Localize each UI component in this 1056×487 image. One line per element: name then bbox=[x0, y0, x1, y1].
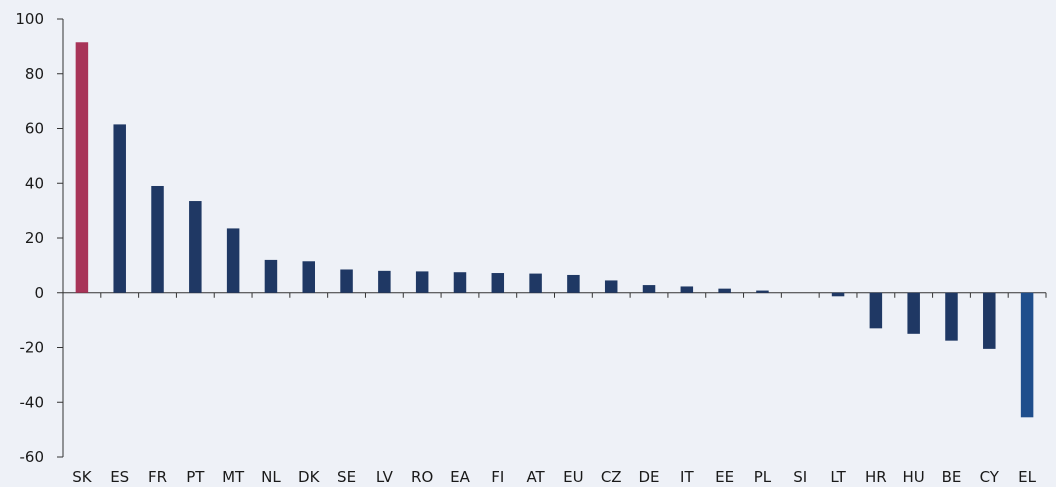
bar-ea bbox=[453, 272, 467, 293]
bar-hr bbox=[869, 292, 883, 329]
bar-nl bbox=[264, 259, 278, 293]
x-tick-label-cy: CY bbox=[980, 468, 1000, 486]
x-tick-label-el: EL bbox=[1018, 468, 1036, 486]
x-tick-label-sk: SK bbox=[72, 468, 93, 486]
x-tick-label-si: SI bbox=[793, 468, 807, 486]
y-tick-label: -60 bbox=[20, 448, 45, 466]
y-tick-label: -40 bbox=[20, 393, 45, 411]
category-labels: SK ES FR PT MT NL DK SE LV RO EA FI AT EU CZ DE IT EE PL SI… bbox=[72, 468, 1036, 486]
x-tick-label-cz: CZ bbox=[601, 468, 622, 486]
bar-pt bbox=[189, 201, 202, 293]
x-tick-label-es: ES bbox=[110, 468, 129, 486]
bar-es bbox=[113, 124, 126, 293]
y-tick-label: 0 bbox=[34, 284, 44, 302]
y-axis: 100 80 60 40 20 0 -20 -40 -60 bbox=[15, 10, 64, 466]
x-tick-label-ro: RO bbox=[411, 468, 433, 486]
y-tick-label: 100 bbox=[15, 10, 44, 28]
x-tick-label-pt: PT bbox=[186, 468, 205, 486]
bar-de bbox=[642, 285, 656, 293]
x-tick-label-lt: LT bbox=[830, 468, 846, 486]
y-tick-label: 40 bbox=[25, 174, 44, 192]
x-tick-label-hu: HU bbox=[903, 468, 925, 486]
x-tick-label-fr: FR bbox=[148, 468, 167, 486]
x-axis bbox=[63, 292, 1047, 298]
bar-ro bbox=[415, 271, 429, 293]
x-tick-label-mt: MT bbox=[222, 468, 245, 486]
x-tick-label-ee: EE bbox=[715, 468, 734, 486]
x-tick-label-ea: EA bbox=[450, 468, 470, 486]
x-tick-label-fi: FI bbox=[491, 468, 504, 486]
x-tick-label-it: IT bbox=[680, 468, 694, 486]
bars bbox=[75, 42, 1034, 418]
bar-eu bbox=[567, 274, 580, 293]
bar-it bbox=[680, 286, 694, 293]
bar-be bbox=[945, 292, 958, 341]
bar-el bbox=[1020, 292, 1034, 418]
x-tick-label-at: AT bbox=[526, 468, 545, 486]
bar-dk bbox=[302, 261, 315, 293]
bar-fi bbox=[491, 273, 505, 293]
x-tick-label-pl: PL bbox=[754, 468, 772, 486]
x-tick-label-dk: DK bbox=[298, 468, 321, 486]
bar-cz bbox=[604, 280, 618, 293]
bar-ee bbox=[718, 288, 731, 293]
y-tick-label: -20 bbox=[20, 339, 45, 357]
x-tick-label-nl: NL bbox=[261, 468, 281, 486]
bar-mt bbox=[226, 228, 240, 293]
bar-lv bbox=[378, 270, 391, 293]
bar-cy bbox=[983, 292, 996, 349]
y-tick-label: 80 bbox=[25, 65, 44, 83]
x-tick-label-lv: LV bbox=[376, 468, 394, 486]
bar-lt bbox=[831, 292, 845, 297]
x-tick-label-se: SE bbox=[337, 468, 356, 486]
x-tick-label-be: BE bbox=[942, 468, 962, 486]
x-tick-label-de: DE bbox=[639, 468, 660, 486]
bar-sk bbox=[75, 42, 89, 293]
y-tick-label: 60 bbox=[25, 120, 44, 138]
bar-hu bbox=[907, 292, 920, 334]
bar-pl bbox=[756, 290, 769, 293]
y-tick-label: 20 bbox=[25, 229, 44, 247]
bar-fr bbox=[151, 185, 164, 293]
bar-se bbox=[340, 269, 353, 293]
x-tick-label-eu: EU bbox=[563, 468, 583, 486]
x-tick-label-hr: HR bbox=[865, 468, 887, 486]
bar-at bbox=[529, 273, 542, 293]
